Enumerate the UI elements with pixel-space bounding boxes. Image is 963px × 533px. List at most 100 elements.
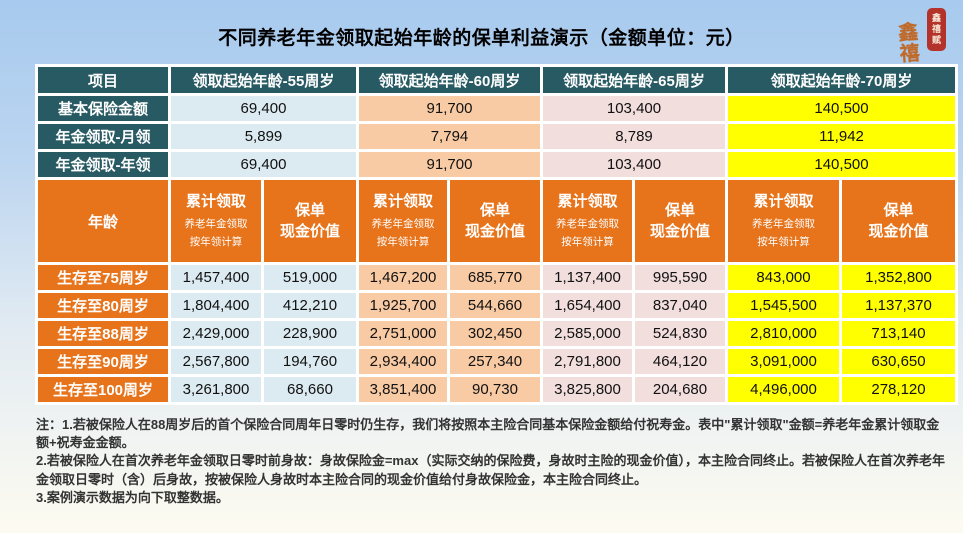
table-cell: 194,760 (264, 349, 356, 374)
table-cell: 2,751,000 (359, 321, 447, 346)
table-cell: 630,650 (842, 349, 955, 374)
table-cell: 2,791,800 (543, 349, 632, 374)
footnote-3: 3.案例演示数据为向下取整数据。 (36, 489, 229, 505)
table-row-yearly: 年金领取-年领 69,400 91,700 103,400 140,500 (38, 152, 955, 177)
table-cell: 843,000 (728, 265, 839, 290)
row-label: 生存至80周岁 (38, 293, 168, 318)
cumulative-sub1: 养老年金领取 (371, 218, 435, 231)
row-label: 年金领取-年领 (38, 152, 168, 177)
table-cell: 1,467,200 (359, 265, 447, 290)
table-cell: 2,585,000 (543, 321, 632, 346)
footnote-1: 注：1.若被保险人在88周岁后的首个保险合同周年日零时仍生存，我们将按照本主险合… (36, 417, 940, 451)
col-header-age-60: 领取起始年龄-60周岁 (359, 67, 540, 93)
table-cell: 2,429,000 (171, 321, 261, 346)
footnote-2: 2.若被保险人在首次养老年金领取日零时前身故：身故保险金=max（实际交纳的保险… (36, 453, 945, 487)
table-cell: 3,091,000 (728, 349, 839, 374)
benefit-table: 项目 领取起始年龄-55周岁 领取起始年龄-60周岁 领取起始年龄-65周岁 领… (35, 64, 958, 405)
table-cell: 524,830 (635, 321, 725, 346)
row-label: 生存至88周岁 (38, 321, 168, 346)
cumulative-header-60: 累计领取 养老年金领取 按年领计算 (359, 180, 447, 262)
cumulative-title: 累计领取 (557, 193, 618, 211)
table-cell: 228,900 (264, 321, 356, 346)
table-cell: 3,261,800 (171, 377, 261, 402)
table-cell: 1,925,700 (359, 293, 447, 318)
table-header-row: 项目 领取起始年龄-55周岁 领取起始年龄-60周岁 领取起始年龄-65周岁 领… (38, 67, 955, 93)
cash-value-line1: 保单 (294, 202, 325, 219)
table-cell: 464,120 (635, 349, 725, 374)
footnotes: 注：1.若被保险人在88周岁后的首个保险合同周年日零时仍生存，我们将按照本主险合… (36, 416, 952, 507)
table-cell: 103,400 (543, 96, 725, 121)
col-header-age-55: 领取起始年龄-55周岁 (171, 67, 356, 93)
table-cell: 519,000 (264, 265, 356, 290)
table-row-age-100: 生存至100周岁 3,261,800 68,660 3,851,400 90,7… (38, 377, 955, 402)
cumulative-header-70: 累计领取 养老年金领取 按年领计算 (728, 180, 839, 262)
row-label: 生存至75周岁 (38, 265, 168, 290)
table-cell: 3,851,400 (359, 377, 447, 402)
table-cell: 1,654,400 (543, 293, 632, 318)
table-cell: 544,660 (450, 293, 540, 318)
col-header-age-70: 领取起始年龄-70周岁 (728, 67, 955, 93)
table-cell: 837,040 (635, 293, 725, 318)
cash-value-line2: 现金价值 (279, 223, 340, 240)
col-header-age-65: 领取起始年龄-65周岁 (543, 67, 725, 93)
table-cell: 140,500 (728, 152, 955, 177)
brand-logo: 鑫禧 鑫禧赋 (897, 2, 961, 68)
table-cell: 91,700 (359, 96, 540, 121)
row-label: 生存至100周岁 (38, 377, 168, 402)
cumulative-sub2: 按年领计算 (376, 236, 430, 248)
brand-calligraphy-text: 鑫禧 (897, 19, 921, 66)
table-cell: 1,137,400 (543, 265, 632, 290)
table-cell: 302,450 (450, 321, 540, 346)
table-cell: 204,680 (635, 377, 725, 402)
cumulative-sub1: 养老年金领取 (752, 218, 815, 231)
table-cell: 5,899 (171, 124, 356, 149)
cash-value-line2: 现金价值 (464, 223, 525, 240)
table-cell: 2,934,400 (359, 349, 447, 374)
table-row-basic-sum: 基本保险金额 69,400 91,700 103,400 140,500 (38, 96, 955, 121)
table-cell: 90,730 (450, 377, 540, 402)
table-cell: 103,400 (543, 152, 725, 177)
cash-value-line1: 保单 (664, 202, 695, 219)
cumulative-sub1: 养老年金领取 (184, 218, 248, 231)
table-cell: 1,804,400 (171, 293, 261, 318)
brand-seal-stamp: 鑫禧赋 (927, 8, 946, 51)
table-cell: 7,794 (359, 124, 540, 149)
row-label: 生存至90周岁 (38, 349, 168, 374)
cumulative-title: 累计领取 (372, 193, 433, 211)
cumulative-title: 累计领取 (753, 193, 814, 211)
row-label: 基本保险金额 (38, 96, 168, 121)
cumulative-header-55: 累计领取 养老年金领取 按年领计算 (171, 180, 261, 262)
cash-value-header-60: 保单 现金价值 (450, 180, 540, 262)
table-cell: 1,137,370 (842, 293, 955, 318)
cumulative-sub1: 养老年金领取 (556, 218, 619, 231)
table-cell: 1,545,500 (728, 293, 839, 318)
cumulative-sub2: 按年领计算 (757, 236, 810, 248)
table-cell: 685,770 (450, 265, 540, 290)
age-section-header-row: 年龄 累计领取 养老年金领取 按年领计算 保单 现金价值 累计领取 养老年金领取… (38, 180, 955, 262)
table-row-age-75: 生存至75周岁 1,457,400 519,000 1,467,200 685,… (38, 265, 955, 290)
page-title: 不同养老年金领取起始年龄的保单利益演示（金额单位：元） (218, 28, 745, 49)
table-cell: 713,140 (842, 321, 955, 346)
table-cell: 1,457,400 (171, 265, 261, 290)
cash-value-header-65: 保单 现金价值 (635, 180, 725, 262)
table-cell: 11,942 (728, 124, 955, 149)
table-row-monthly: 年金领取-月领 5,899 7,794 8,789 11,942 (38, 124, 955, 149)
cash-value-header-70: 保单 现金价值 (842, 180, 955, 262)
table-row-age-88: 生存至88周岁 2,429,000 228,900 2,751,000 302,… (38, 321, 955, 346)
col-header-item: 项目 (38, 67, 168, 93)
table-cell: 4,496,000 (728, 377, 839, 402)
table-cell: 8,789 (543, 124, 725, 149)
table-cell: 2,810,000 (728, 321, 839, 346)
row-label: 年金领取-月领 (38, 124, 168, 149)
cumulative-sub2: 按年领计算 (189, 236, 243, 248)
table-row-age-90: 生存至90周岁 2,567,800 194,760 2,934,400 257,… (38, 349, 955, 374)
table-cell: 69,400 (171, 152, 356, 177)
cash-value-line1: 保单 (479, 202, 510, 219)
age-column-header: 年龄 (38, 180, 168, 262)
cash-value-line1: 保单 (883, 202, 914, 219)
table-cell: 1,352,800 (842, 265, 955, 290)
cash-value-header-55: 保单 现金价值 (264, 180, 356, 262)
table-cell: 91,700 (359, 152, 540, 177)
table-cell: 69,400 (171, 96, 356, 121)
cumulative-title: 累计领取 (185, 193, 246, 211)
